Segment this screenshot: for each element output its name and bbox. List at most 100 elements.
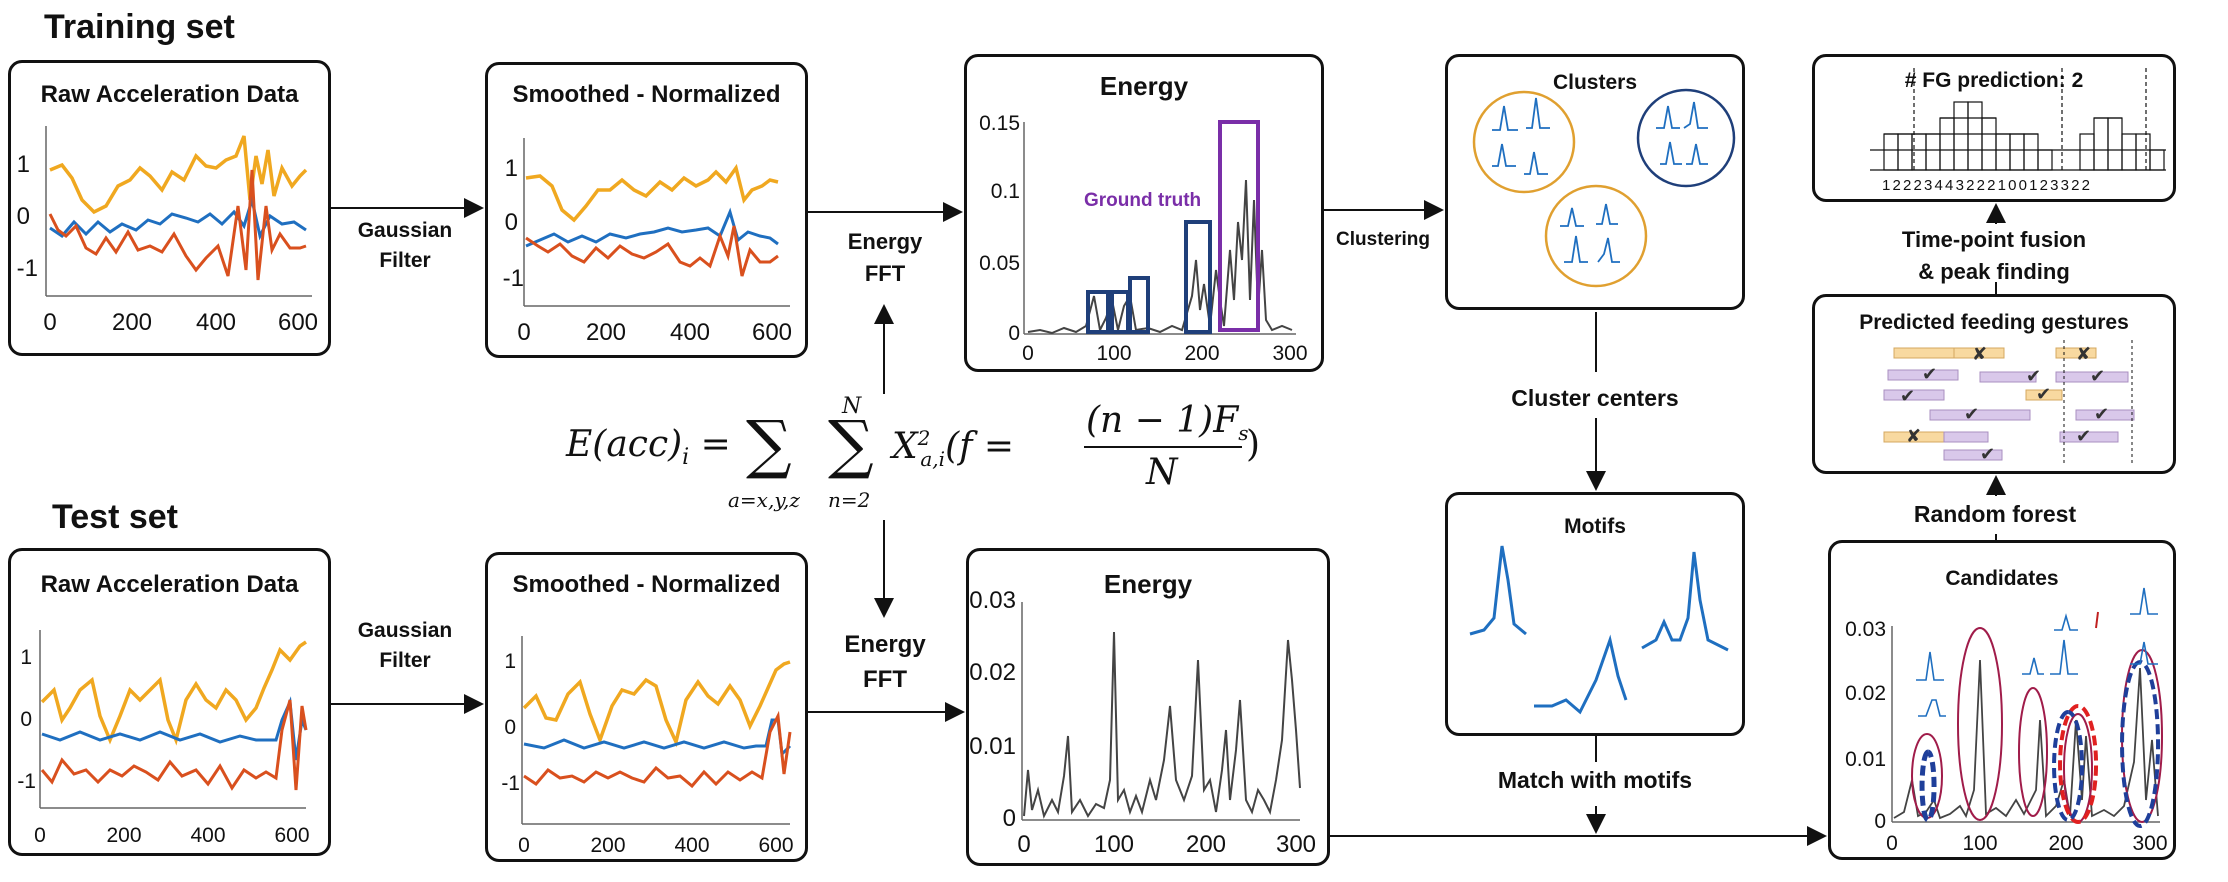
motif-curve (1641, 551, 1729, 652)
y-tick: 0 (20, 708, 32, 731)
red-dash-ellipse (2058, 704, 2099, 824)
y-tick: 0 (1008, 322, 1020, 345)
x-tick: 0 (1017, 831, 1030, 858)
cluster-circle (1636, 88, 1736, 188)
check-icon: ✔ (1922, 364, 1937, 385)
y-tick: 0.03 (969, 587, 1016, 614)
x-mark-icon: ✘ (1906, 426, 1921, 447)
smoothed-panel-train: Smoothed - Normalized (485, 62, 808, 358)
random-forest-label: Random forest (1913, 501, 2077, 527)
y-tick: 1 (20, 646, 32, 669)
x-axis-signal (522, 660, 791, 748)
check-icon: ✔ (2036, 384, 2051, 405)
y-tick: 1 (505, 155, 518, 182)
x-tick: 600 (278, 309, 318, 336)
check-icon: ✔ (1964, 404, 1979, 425)
check-icon: ✔ (1900, 386, 1915, 407)
panel-title: Energy (1099, 71, 1189, 101)
x-tick: 300 (2132, 832, 2167, 855)
x-tick: 400 (190, 824, 225, 847)
motif-curve (1534, 634, 1628, 715)
clustering-label: Clustering (1336, 229, 1430, 250)
cluster-circle (1544, 184, 1648, 288)
fg-count-labels: 1 2 2 2 3 4 4 3 2 2 2 1 0 0 1 2 3 3 2 2 (1882, 177, 2090, 194)
energy-panel-test: Energy (966, 548, 1330, 866)
z-axis-signal (525, 225, 779, 277)
x-tick: 0 (43, 309, 56, 336)
x-tick: 400 (670, 319, 710, 346)
filter-text: Filter (379, 249, 431, 273)
raw-data-panel-train: Raw Acceleration Data (8, 60, 331, 356)
x-mark-icon: ✘ (2076, 344, 2091, 365)
raw-plot-test: 1 0 -1 0 200 400 600 (17, 630, 310, 847)
x-tick: 100 (1962, 832, 1997, 855)
x-tick: 100 (1094, 831, 1134, 858)
x-tick: 0 (34, 824, 46, 847)
training-set-title: Training set (44, 8, 235, 46)
cluster-centers-label: Cluster centers (1511, 385, 1679, 411)
gaussian-filter-label-test: Gaussian Filter (340, 616, 470, 677)
x-tick: 600 (758, 834, 793, 857)
energy-signal (1023, 631, 1301, 819)
test-set-title: Test set (52, 498, 178, 536)
peak-finding-text: & peak finding (1918, 258, 2070, 284)
energy-text: Energy (844, 631, 926, 658)
motif-shapes (1469, 545, 1729, 715)
raw-data-panel-test: Raw Acceleration Data (8, 548, 331, 856)
panel-title: Raw Acceleration Data (40, 81, 299, 108)
y-tick: 0.05 (979, 252, 1020, 275)
cluster-groups (1472, 88, 1736, 288)
x-tick: 600 (752, 319, 792, 346)
fg-prediction-panel: # FG prediction: 2 (1812, 54, 2176, 202)
x-axis-signal (49, 135, 308, 215)
panel-title: Smoothed - Normalized (512, 571, 781, 598)
blue-dash-ellipse (2120, 660, 2161, 828)
y-tick: 0.02 (1845, 682, 1886, 705)
y-tick: 0 (1874, 810, 1886, 833)
x-axis-signal (40, 640, 307, 746)
y-tick: 1 (504, 650, 516, 673)
x-axis-signal (525, 163, 779, 223)
check-icon: ✔ (1980, 444, 1995, 465)
x-tick: 400 (196, 309, 236, 336)
x-tick: 200 (586, 319, 626, 346)
x-tick: 600 (274, 824, 309, 847)
y-tick: 0.03 (1845, 618, 1886, 641)
z-axis-signal (523, 710, 792, 789)
x-tick: 200 (1184, 342, 1219, 365)
energy-signal (1893, 659, 2159, 820)
x-tick: 0 (1886, 832, 1898, 855)
ground-truth-label: Ground truth (1084, 190, 1201, 211)
panel-title: Energy (1103, 569, 1193, 599)
y-axis-signal (525, 207, 779, 248)
check-icon: ✔ (2076, 426, 2091, 447)
y-tick: -1 (17, 255, 38, 282)
x-tick: 200 (590, 834, 625, 857)
gaussian-text: Gaussian (357, 619, 453, 642)
x-tick: 0 (1022, 342, 1034, 365)
z-axis-signal (48, 169, 307, 281)
x-tick: 200 (2048, 832, 2083, 855)
cluster-circle (1472, 90, 1576, 194)
panel-title: Motifs (1564, 515, 1626, 538)
energy-fft-label-train: Energy FFT (830, 226, 940, 290)
y-tick: 0.15 (979, 112, 1020, 135)
energy-signal (1027, 179, 1293, 335)
y-tick: 0 (505, 209, 518, 236)
filter-text: Filter (379, 649, 431, 673)
x-tick: 400 (674, 834, 709, 857)
gaussian-text: Gaussian (357, 219, 453, 242)
match-motifs-label: Match with motifs (1497, 767, 1693, 793)
smoothed-plot-train: 1 0 -1 0 200 400 600 (503, 138, 792, 346)
y-tick: -1 (501, 772, 520, 795)
x-tick: 100 (1096, 342, 1131, 365)
y-tick: 0 (1003, 805, 1016, 832)
y-tick: 0.01 (1845, 748, 1886, 771)
panel-title: Clusters (1552, 71, 1638, 94)
y-tick: 0 (17, 203, 30, 230)
y-tick: 1 (17, 151, 30, 178)
fusion-label: Time-point fusion & peak finding (1862, 224, 2126, 288)
blue-dash-ellipse (1919, 749, 1937, 823)
smoothed-plot-test: 1 0 -1 0 200 400 600 (501, 636, 794, 857)
